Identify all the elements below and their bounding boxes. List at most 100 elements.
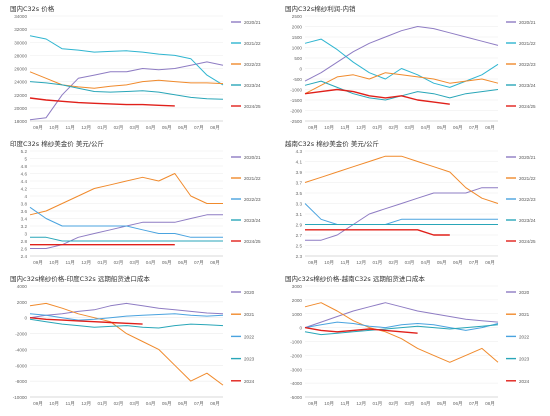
series-line	[30, 236, 223, 242]
x-tick-label: 11月	[66, 401, 75, 407]
x-tick-label: 09月	[308, 401, 318, 407]
x-tick-label: 08月	[210, 125, 220, 131]
series-line	[304, 321, 499, 331]
series-line	[29, 302, 224, 319]
x-tick-label: 10月	[324, 260, 334, 266]
x-tick-label: 09月	[308, 125, 318, 131]
x-tick-label: 07月	[194, 401, 204, 407]
series-line	[304, 324, 499, 336]
series-line	[29, 317, 143, 325]
series-line	[29, 61, 224, 121]
chart-title: 越南C32s 棉纱美金价 美元/公斤	[285, 140, 380, 148]
legend-label: 2024/25	[244, 239, 261, 244]
y-tick-label: -2000	[290, 109, 302, 114]
legend-label: 2022/23	[244, 62, 261, 67]
y-tick-label: 0	[299, 67, 302, 72]
x-tick-label: 06月	[178, 125, 188, 131]
y-tick-label: -4000	[15, 347, 27, 352]
x-tick-label: 12月	[356, 260, 366, 266]
y-tick-label: 0	[299, 326, 302, 331]
x-tick-label: 09月	[308, 260, 318, 266]
legend-label: 2020/21	[244, 155, 261, 160]
legend-label: 2024/25	[519, 239, 536, 244]
y-tick-label: 34000	[14, 14, 27, 19]
x-tick-label: 07月	[469, 125, 479, 131]
x-tick-label: 05月	[437, 260, 447, 266]
x-tick-label: 05月	[162, 401, 172, 407]
x-tick-label: 06月	[453, 260, 463, 266]
x-tick-label: 03月	[130, 125, 140, 131]
y-tick-label: 2.8	[21, 239, 28, 244]
chart-svg: 2.4 2.6 2.8 3 3.2 3.4 3.6 3.8 4 4.2 4.4 4.6 4.8 5 5.2 0…	[21, 149, 261, 266]
y-tick-label: -8000	[15, 379, 27, 384]
x-tick-label: 09月	[33, 125, 43, 131]
x-tick-label: 06月	[453, 401, 463, 407]
y-tick-label: 22000	[14, 93, 27, 98]
x-tick-label: 12月	[356, 401, 366, 407]
y-tick-label: -1000	[290, 88, 302, 93]
y-tick-label: 3.3	[296, 202, 303, 207]
legend-label: 2023/24	[244, 218, 261, 223]
series-line	[29, 313, 224, 321]
legend-label: 2020	[244, 290, 255, 295]
y-tick-label: 3000	[292, 284, 303, 289]
x-tick-label: 02月	[389, 401, 399, 407]
y-tick-label: 4.8	[21, 164, 28, 169]
x-tick-label: 10月	[49, 125, 59, 131]
legend-label: 2024/25	[519, 104, 536, 109]
y-tick-label: 0	[24, 316, 27, 321]
y-tick-label: -5000	[290, 395, 302, 400]
y-tick-label: 3.4	[21, 217, 28, 222]
x-tick-label: 01月	[98, 125, 108, 131]
legend-label: 2022/23	[244, 197, 261, 202]
series-line	[304, 326, 418, 334]
y-tick-label: -6000	[15, 363, 27, 368]
x-tick-label: 02月	[389, 125, 399, 131]
chart-panel-2: 国内C32s棉纱利润-内销 -2500 -2000 -1500 -1000 -500 0 5…	[275, 0, 550, 135]
y-tick-label: 24000	[14, 80, 27, 85]
legend-label: 2023/24	[244, 83, 261, 88]
series-line	[29, 71, 224, 89]
x-tick-label: 01月	[373, 401, 383, 407]
y-tick-label: 3.6	[21, 209, 28, 214]
x-tick-label: 08月	[485, 125, 495, 131]
y-tick-label: 3.1	[296, 212, 303, 217]
x-tick-label: 04月	[421, 260, 431, 266]
series-line	[29, 302, 224, 386]
y-tick-label: 2500	[292, 14, 303, 19]
x-tick-label: 03月	[405, 401, 415, 407]
x-tick-label: 03月	[405, 125, 415, 131]
x-tick-label: 04月	[146, 260, 156, 266]
y-tick-label: 5	[24, 157, 27, 162]
x-tick-label: 12月	[81, 125, 91, 131]
series-line	[29, 35, 224, 86]
y-tick-label: 2.4	[21, 254, 28, 259]
legend-label: 2021	[244, 312, 255, 317]
y-tick-label: -1500	[290, 98, 302, 103]
x-tick-label: 09月	[33, 401, 43, 407]
legend-label: 2021/22	[244, 176, 261, 181]
y-tick-label: -2000	[290, 353, 302, 358]
x-tick-label: 05月	[437, 401, 447, 407]
chart-svg: 18000 20000 22000 24000 26000 28000 30000 32000…	[14, 14, 261, 131]
chart-title: 国内c32s棉纱价格-印度C32s 远期船货进口成本	[10, 275, 150, 283]
x-tick-label: 05月	[162, 125, 172, 131]
x-tick-label: 04月	[421, 125, 431, 131]
y-tick-label: 3.5	[296, 191, 303, 196]
legend-label: 2020	[519, 290, 530, 295]
legend-label: 2022/23	[519, 62, 536, 67]
series-line	[304, 26, 499, 82]
y-tick-label: 5.2	[21, 149, 28, 154]
x-tick-label: 12月	[81, 260, 91, 266]
series-line	[29, 318, 224, 329]
legend-label: 2021/22	[519, 41, 536, 46]
legend-label: 2020/21	[244, 20, 261, 25]
y-tick-label: 2000	[17, 300, 28, 305]
x-tick-label: 03月	[130, 401, 140, 407]
legend-label: 2023	[519, 357, 530, 362]
series-line	[304, 302, 499, 363]
chart-title: 国内C32s 价格	[10, 5, 55, 13]
y-tick-label: 1500	[292, 35, 303, 40]
series-line	[304, 155, 499, 204]
